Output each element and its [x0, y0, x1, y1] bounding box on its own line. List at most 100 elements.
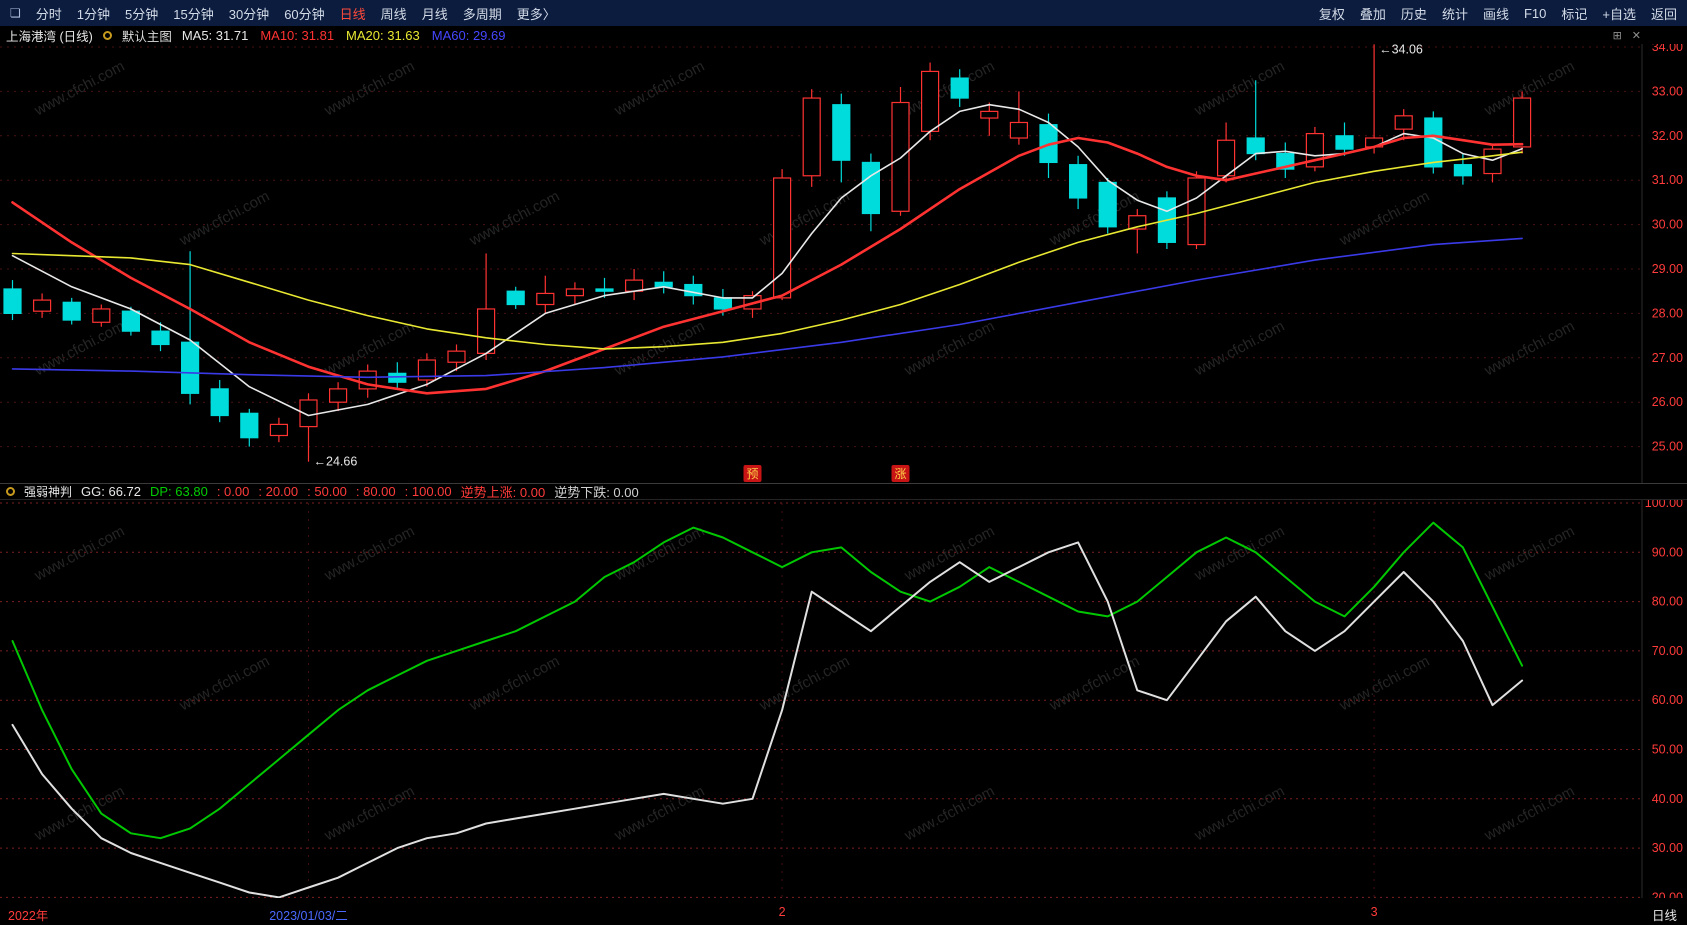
app-icon[interactable]: ❏: [10, 6, 21, 20]
svg-text:预: 预: [746, 467, 758, 481]
watermark: www.cfchi.com: [1191, 522, 1288, 585]
ma-legend: MA5: 31.71 MA10: 31.81 MA20: 31.63 MA60: 29…: [182, 28, 506, 43]
svg-text:25.00: 25.00: [1652, 440, 1683, 454]
overlay-label[interactable]: 默认主图: [121, 29, 172, 44]
period-tab-更多〉[interactable]: 更多〉: [516, 6, 556, 22]
candlestick-series: [3, 44, 1532, 462]
watermark: www.cfchi.com: [1481, 57, 1578, 120]
indicator-param-0: GG: 66.72: [81, 484, 141, 499]
period-tab-15分钟[interactable]: 15分钟: [173, 6, 214, 22]
watermark: www.cfchi.com: [611, 317, 708, 380]
main-chart-header: 上海港湾 (日线) 默认主图 MA5: 31.71 MA10: 31.81 MA20…: [0, 26, 1687, 44]
period-tab-月线[interactable]: 月线: [421, 6, 448, 22]
watermark: www.cfchi.com: [1191, 782, 1288, 845]
svg-text:80.00: 80.00: [1652, 595, 1683, 609]
ma10-line: [11, 134, 1524, 395]
ma-legend-ma5: MA5: 31.71: [181, 27, 249, 43]
svg-text:40.00: 40.00: [1652, 792, 1683, 806]
watermark: www.cfchi.com: [901, 317, 998, 380]
svg-text:50.00: 50.00: [1652, 743, 1683, 757]
indicator-param-1: DP: 63.80: [150, 484, 208, 499]
watermark: www.cfchi.com: [756, 652, 853, 715]
toolbar-action-标记[interactable]: 标记: [1561, 6, 1588, 22]
toolbar-action-统计[interactable]: 统计: [1441, 6, 1468, 22]
period-tab-多周期[interactable]: 多周期: [462, 6, 502, 22]
main-grid: 34.0033.0032.0031.0030.0029.0028.0027.00…: [0, 40, 1683, 454]
watermark: www.cfchi.com: [31, 522, 128, 585]
toolbar-action-叠加[interactable]: 叠加: [1359, 6, 1386, 22]
svg-text:30.00: 30.00: [1652, 218, 1683, 232]
period-tab-5分钟[interactable]: 5分钟: [125, 6, 159, 22]
toolbar-action-返回[interactable]: 返回: [1650, 6, 1677, 22]
axis-marker-2022年: 2022年: [8, 909, 49, 923]
watermark: www.cfchi.com: [321, 522, 418, 585]
indicator-ring-icon[interactable]: [6, 487, 15, 496]
ma20-line: [11, 151, 1523, 350]
period-tab-60分钟[interactable]: 60分钟: [284, 6, 325, 22]
indicator-param-8: 逆势下跌: 0.00: [554, 485, 639, 500]
indicator-grid: 100.0090.0080.0070.0060.0050.0040.0030.0…: [0, 496, 1683, 904]
svg-text:27.00: 27.00: [1652, 351, 1683, 365]
svg-text:涨: 涨: [894, 466, 906, 481]
toolbar-action-F10[interactable]: F10: [1523, 5, 1547, 21]
watermark: www.cfchi.com: [31, 317, 128, 380]
indicator-line-dp: [11, 541, 1524, 899]
watermark: www.cfchi.com: [611, 57, 708, 120]
layout-icon[interactable]: ⊞: [1612, 29, 1622, 42]
watermark: www.cfchi.com: [901, 522, 998, 585]
watermark: www.cfchi.com: [31, 782, 128, 845]
ma-legend-ma10: MA10: 31.81: [260, 27, 335, 43]
svg-text:28.00: 28.00: [1652, 306, 1683, 320]
watermark: www.cfchi.com: [321, 57, 418, 120]
close-icon[interactable]: ✕: [1631, 29, 1641, 42]
svg-text:30.00: 30.00: [1652, 841, 1683, 855]
svg-text:90.00: 90.00: [1652, 545, 1683, 559]
indicator-param-3: : 20.00: [258, 484, 299, 499]
toolbar-action-复权[interactable]: 复权: [1318, 6, 1345, 22]
toolbar-left: ❏ 分时 1分钟 5分钟 15分钟 30分钟 60分钟 日线 周线 月线 多周期 更多〉: [10, 4, 556, 23]
time-axis: 日线 2022年 2023/01/03/二 2 3: [0, 898, 1687, 925]
indicator-param-5: : 80.00: [355, 484, 396, 499]
toolbar-action-历史[interactable]: 历史: [1400, 6, 1427, 22]
period-tab-周线[interactable]: 周线: [380, 6, 407, 22]
period-tab-30分钟[interactable]: 30分钟: [228, 6, 270, 22]
ma5-line: [11, 103, 1523, 417]
watermark: www.cfchi.com: [901, 782, 998, 845]
axis-period-label: 日线: [1651, 909, 1677, 923]
event-badge-预[interactable]: 预: [743, 465, 762, 482]
high-price-annotation: ←34.06: [1379, 42, 1423, 56]
indicator-param-4: : 50.00: [307, 484, 347, 499]
watermark: www.cfchi.com: [1046, 652, 1143, 715]
watermark: www.cfchi.com: [321, 317, 418, 380]
period-tab-1分钟[interactable]: 1分钟: [76, 6, 111, 22]
toolbar-action-+自选[interactable]: +自选: [1602, 6, 1636, 22]
toolbar-action-画线[interactable]: 画线: [1482, 6, 1509, 22]
watermark: www.cfchi.com: [321, 782, 418, 845]
ma-legend-ma20: MA20: 31.63: [346, 27, 420, 43]
overlay-ring-icon[interactable]: [102, 30, 112, 40]
watermark: www.cfchi.com: [1046, 187, 1143, 250]
ma-legend-ma60: MA60: 29.69: [431, 27, 506, 43]
svg-text:60.00: 60.00: [1652, 693, 1683, 707]
watermark: www.cfchi.com: [1336, 187, 1433, 250]
low-price-annotation: ←24.66: [314, 455, 358, 469]
watermark: www.cfchi.com: [466, 652, 563, 715]
period-tab-日线[interactable]: 日线: [339, 6, 366, 22]
watermark: www.cfchi.com: [756, 187, 853, 250]
watermark: www.cfchi.com: [1481, 782, 1578, 845]
watermark: www.cfchi.com: [1191, 317, 1288, 380]
period-tab-分时[interactable]: 分时: [35, 6, 62, 22]
axis-marker-3: 3: [1370, 905, 1378, 919]
svg-text:70.00: 70.00: [1652, 644, 1683, 658]
ma60-line: [11, 237, 1523, 379]
svg-text:32.00: 32.00: [1652, 129, 1683, 143]
watermark: www.cfchi.com: [1481, 317, 1578, 380]
toolbar-actions: 复权 叠加 历史 统计 画线 F10 标记 +自选 返回: [1319, 4, 1677, 23]
watermark: www.cfchi.com: [611, 782, 708, 845]
watermark: www.cfchi.com: [31, 57, 128, 120]
event-badge-涨[interactable]: 涨: [891, 465, 910, 482]
svg-text:33.00: 33.00: [1652, 84, 1683, 98]
indicator-name[interactable]: 强弱神判: [24, 485, 73, 499]
